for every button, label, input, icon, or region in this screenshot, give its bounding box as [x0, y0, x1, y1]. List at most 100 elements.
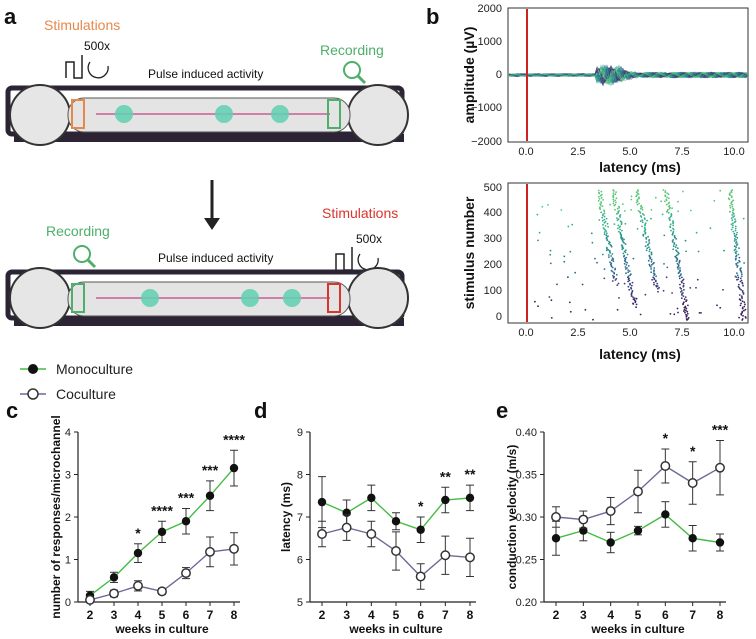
data-point-monoculture	[551, 534, 561, 543]
spike-dot	[656, 282, 659, 285]
amplitude-y-ticks: 2000 1000 0 −1000 −2000	[471, 3, 502, 148]
x-tick-label: 8	[717, 608, 724, 622]
y-axis-title: conduction velocity (m/s)	[505, 445, 519, 590]
spike-dot	[650, 251, 653, 254]
soma-top-1	[115, 105, 133, 123]
spike-dot	[672, 239, 675, 241]
spike-dot	[550, 317, 553, 319]
spike-dot	[597, 189, 600, 192]
spike-dot	[662, 189, 665, 191]
rec-label-top: Recording	[320, 42, 384, 58]
spike-dot	[612, 202, 615, 205]
raster-ytick-label: 100	[484, 285, 502, 297]
spike-dot	[734, 251, 737, 254]
raster-xtick-label: 7.5	[674, 327, 689, 339]
spike-dot	[563, 255, 566, 258]
spike-dot	[672, 220, 674, 223]
spike-dot	[743, 309, 745, 312]
x-tick-label: 4	[135, 608, 142, 622]
spike-dot	[685, 250, 687, 253]
soma-top-2	[215, 105, 233, 123]
spike-dot	[676, 307, 679, 310]
data-point-coculture	[465, 552, 475, 563]
spike-dot	[549, 249, 552, 252]
spike-dot	[650, 258, 653, 261]
amplitude-plot: 2000 1000 0 −1000 −2000 0.0 2.5 5.0 7.5 …	[461, 3, 749, 175]
spike-dot	[736, 236, 739, 239]
spike-dot	[734, 220, 737, 223]
legend-mono-label: Monoculture	[56, 361, 133, 377]
spike-dot	[732, 216, 734, 218]
spike-dot	[667, 193, 670, 196]
legend-mono-marker	[28, 364, 38, 374]
spike-dot	[743, 305, 746, 308]
data-point-coculture	[660, 461, 671, 471]
spike-dot	[723, 249, 725, 252]
spike-dot	[638, 196, 640, 199]
spike-dot	[672, 224, 675, 227]
chamber-left-top	[9, 84, 71, 146]
x-tick-label: 2	[319, 608, 326, 622]
data-point-coculture	[317, 529, 327, 539]
spike-dot	[684, 239, 687, 242]
pulse-icon-top	[65, 55, 83, 79]
spike-dot	[664, 200, 666, 203]
x-axis-title: weeks in culture	[348, 622, 443, 636]
spike-dot	[666, 192, 668, 195]
raster-x-ticks: 0.0 2.5 5.0 7.5 10.0	[518, 327, 744, 339]
spike-dot	[664, 190, 667, 192]
spike-dot	[682, 284, 685, 287]
spike-dot	[734, 218, 736, 221]
spike-dot	[606, 222, 609, 225]
spike-dot	[556, 283, 558, 286]
spike-dot	[654, 196, 657, 199]
spike-dot	[549, 253, 552, 256]
spike-dot	[681, 276, 683, 279]
spike-dot	[671, 207, 673, 210]
spike-dot	[673, 313, 676, 316]
x-tick-label: 4	[368, 608, 375, 622]
spike-dot	[683, 310, 685, 312]
spike-dot	[655, 275, 657, 278]
x-tick-label: 5	[393, 608, 400, 622]
spike-dot	[637, 189, 639, 191]
spike-dot	[614, 193, 617, 196]
spike-dot	[736, 274, 739, 277]
spike-dot	[547, 204, 549, 206]
spike-dot	[698, 312, 701, 314]
spike-dot	[682, 292, 684, 294]
spike-dot	[681, 290, 683, 292]
spike-dot	[635, 191, 638, 194]
data-point-coculture	[133, 580, 143, 591]
raster-plot: 500 400 300 200 100 0 0.0 2.5 5.0 7.5 10…	[461, 182, 749, 362]
spike-dot	[631, 290, 634, 292]
spike-dot	[628, 270, 631, 272]
spike-dot	[648, 242, 651, 244]
spike-dot	[612, 274, 614, 277]
spike-dot	[680, 297, 683, 300]
spike-dot	[685, 309, 687, 312]
spike-dot	[697, 250, 700, 253]
raster-y-title: stimulus number	[461, 196, 477, 309]
spike-dot	[740, 279, 743, 282]
spike-dot	[610, 259, 613, 262]
data-point-coculture	[109, 588, 119, 599]
spike-dot	[623, 238, 625, 241]
spike-dot	[733, 215, 736, 217]
significance-marker: *	[690, 443, 696, 459]
spike-dot	[744, 308, 747, 311]
x-tick-label: 3	[343, 608, 350, 622]
spike-dot	[650, 271, 653, 274]
spike-dot	[612, 200, 615, 203]
spike-dot	[656, 287, 659, 290]
data-point-coculture	[687, 478, 698, 488]
spike-dot	[534, 300, 536, 303]
x-tick-label: 6	[662, 608, 669, 622]
spike-dot	[612, 198, 615, 201]
spike-dot	[569, 310, 572, 313]
spike-dot	[600, 211, 603, 214]
spike-dot	[603, 233, 606, 236]
spike-dot	[620, 244, 623, 247]
spike-dot	[609, 243, 612, 246]
spike-dot	[742, 217, 745, 220]
